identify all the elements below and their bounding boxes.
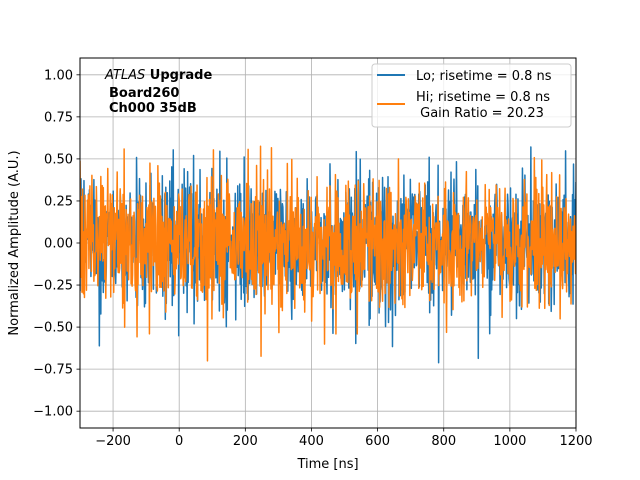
annotation-line2: Board260: [109, 86, 179, 101]
y-tick-label: 1.00: [44, 68, 73, 83]
legend-label-hi-line1: Hi; risetime = 0.8 ns: [416, 90, 550, 105]
y-tick-label: 0.25: [44, 194, 73, 209]
x-tick-label: 600: [365, 434, 390, 449]
legend-box: [371, 63, 572, 128]
x-tick-label: −200: [95, 434, 131, 449]
y-axis-label: Normalized Amplitude (A.U.): [7, 150, 22, 335]
series-layer: [80, 145, 576, 364]
svg-text:ATLAS Upgrade: ATLAS Upgrade: [104, 68, 212, 83]
x-axis-label: Time [ns]: [296, 457, 358, 472]
x-tick-label: 200: [233, 434, 258, 449]
x-tick-label: 1200: [559, 434, 592, 449]
x-tick-label: 400: [299, 434, 324, 449]
y-tick-label: −0.50: [33, 321, 73, 336]
annotation: ATLAS Upgrade Board260 Ch000 35dB: [104, 68, 212, 116]
annotation-line1-rest: Upgrade: [145, 68, 212, 83]
y-tick-label: −0.75: [33, 363, 73, 378]
x-tick-label: 1000: [493, 434, 526, 449]
x-tick-label: 800: [431, 434, 456, 449]
y-tick-label: 0.50: [44, 152, 73, 167]
annotation-line3: Ch000 35dB: [109, 101, 197, 116]
y-tick-label: −0.25: [33, 279, 73, 294]
annotation-experiment: ATLAS: [104, 68, 145, 83]
legend-label-hi-line2: Gain Ratio = 20.23: [416, 106, 544, 121]
y-tick-label: 0.75: [44, 110, 73, 125]
x-tick-label: 0: [175, 434, 183, 449]
legend: Lo; risetime = 0.8 ns Hi; risetime = 0.8…: [371, 63, 572, 128]
x-ticks: −200 0 200 400 600 800 1000 1200: [95, 428, 593, 449]
series-hi-line: [80, 145, 576, 362]
y-tick-label: −1.00: [33, 405, 73, 420]
y-tick-label: 0.00: [44, 237, 73, 252]
legend-label-lo: Lo; risetime = 0.8 ns: [416, 69, 552, 84]
y-ticks: −1.00 −0.75 −0.50 −0.25 0.00 0.25 0.50 0.75 1.00: [33, 68, 80, 420]
